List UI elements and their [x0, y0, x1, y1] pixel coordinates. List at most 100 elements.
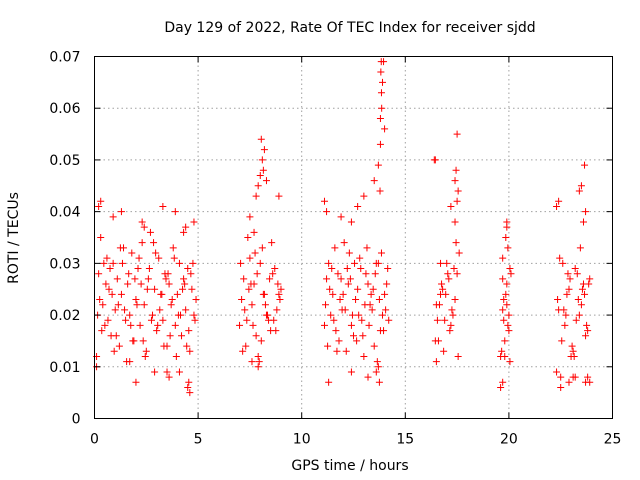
data-point — [134, 265, 142, 273]
data-point — [116, 244, 124, 252]
data-point — [506, 265, 514, 273]
data-point — [355, 311, 363, 319]
data-point — [375, 296, 383, 304]
data-point — [553, 368, 561, 376]
data-point — [443, 259, 451, 267]
data-point — [138, 218, 146, 226]
data-point — [272, 327, 280, 335]
data-point — [501, 337, 509, 345]
data-point — [575, 311, 583, 319]
data-point — [385, 316, 393, 324]
data-point — [573, 270, 581, 278]
data-point — [437, 259, 445, 267]
data-point — [359, 332, 367, 340]
y-tick-label: 0.06 — [49, 101, 80, 117]
data-point — [183, 342, 191, 350]
data-point — [378, 104, 386, 112]
data-point — [241, 306, 249, 314]
data-point — [574, 296, 582, 304]
data-point — [166, 332, 174, 340]
data-point — [337, 213, 345, 221]
tick-labels: 0 5 10 15 20 25 0 0.01 0.02 0.03 0.04 0.05 0.06 0.07 — [49, 50, 621, 448]
data-point — [249, 321, 257, 329]
data-point — [158, 290, 166, 298]
data-point — [322, 301, 330, 309]
data-point — [555, 197, 563, 205]
data-point — [354, 285, 362, 293]
data-point — [186, 347, 194, 355]
data-point — [503, 301, 511, 309]
data-point — [324, 342, 332, 350]
data-point — [264, 311, 272, 319]
data-point — [275, 290, 283, 298]
data-point — [376, 140, 384, 148]
data-point — [350, 332, 357, 340]
data-point — [431, 337, 439, 345]
data-point — [190, 218, 198, 226]
data-point — [377, 58, 385, 66]
data-point — [497, 383, 505, 391]
data-point — [330, 316, 338, 324]
data-point — [499, 254, 507, 262]
data-point — [451, 177, 459, 185]
chart-title: Day 129 of 2022, Rate Of TEC Index for r… — [164, 20, 535, 36]
data-point — [243, 316, 251, 324]
y-tick-label: 0.02 — [49, 308, 80, 324]
data-point — [240, 275, 248, 283]
data-point — [347, 218, 355, 226]
data-point — [152, 249, 160, 257]
data-point — [370, 342, 378, 350]
data-point — [581, 161, 589, 169]
data-point — [114, 301, 122, 309]
data-point — [578, 285, 586, 293]
x-tick-label: 5 — [194, 432, 203, 448]
data-point — [139, 337, 147, 345]
data-point — [258, 156, 266, 164]
data-point — [274, 280, 282, 288]
data-point — [336, 296, 344, 304]
data-point — [328, 265, 336, 273]
data-point — [185, 378, 193, 386]
data-point — [95, 202, 103, 210]
data-point — [565, 285, 573, 293]
data-point — [117, 208, 125, 216]
data-point — [192, 296, 200, 304]
data-point — [448, 306, 456, 314]
data-point — [237, 259, 245, 267]
data-point — [583, 321, 591, 329]
data-point — [129, 337, 137, 345]
data-point — [344, 280, 352, 288]
data-point — [576, 244, 584, 252]
data-point — [365, 321, 373, 329]
data-point — [106, 265, 114, 273]
data-point — [115, 342, 123, 350]
data-point — [126, 358, 134, 366]
data-point — [168, 296, 176, 304]
data-point — [149, 311, 157, 319]
data-point — [175, 368, 183, 376]
data-point — [247, 280, 255, 288]
data-point — [325, 378, 333, 386]
data-point — [438, 280, 446, 288]
data-point — [363, 244, 371, 252]
data-point — [501, 352, 509, 360]
data-point — [275, 192, 283, 200]
data-point — [254, 182, 262, 190]
data-point — [277, 285, 285, 293]
data-point — [504, 244, 512, 252]
data-point — [586, 275, 594, 283]
data-point — [178, 332, 186, 340]
data-point — [383, 280, 391, 288]
data-point — [236, 321, 244, 329]
data-point — [452, 239, 460, 247]
data-point — [109, 213, 117, 221]
data-point — [262, 177, 270, 185]
data-point — [180, 228, 188, 236]
data-point — [98, 327, 106, 335]
data-point — [375, 378, 383, 386]
data-point — [150, 239, 158, 247]
data-point — [175, 259, 183, 267]
data-point — [500, 316, 508, 324]
data-point — [556, 254, 564, 262]
